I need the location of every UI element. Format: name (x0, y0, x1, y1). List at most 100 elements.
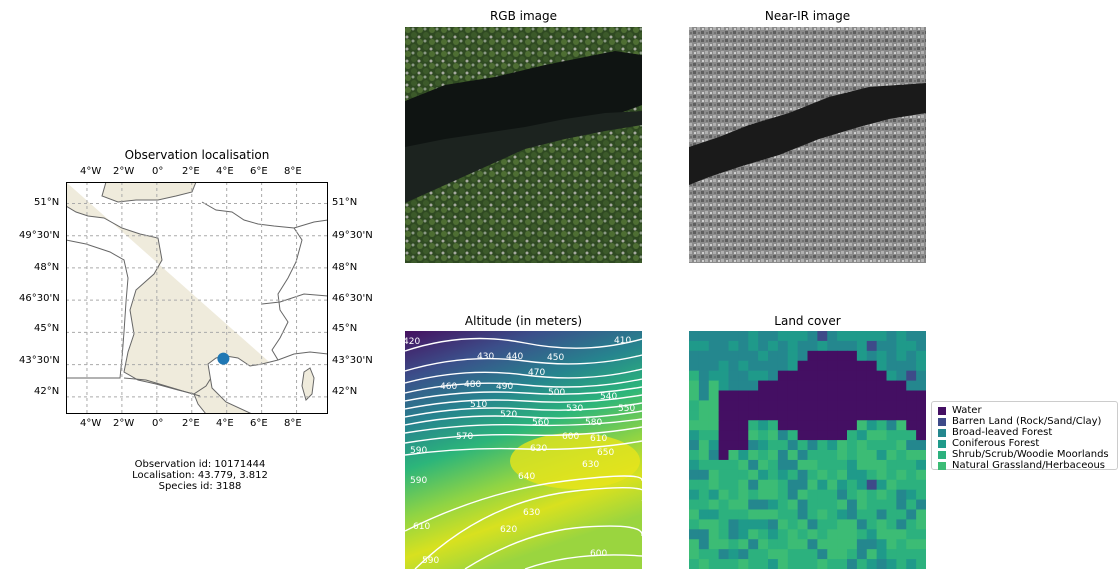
legend-swatch (938, 428, 946, 437)
landcover-cell (847, 410, 858, 421)
landcover-cell (856, 360, 868, 372)
landcover-cell (777, 400, 789, 411)
landcover-cell (856, 430, 868, 441)
landcover-cell (817, 340, 828, 352)
border-line (261, 293, 328, 305)
landcover-cell (827, 331, 838, 342)
landcover-cell (698, 390, 710, 401)
landcover-cell (856, 509, 868, 520)
landcover-cell (886, 529, 897, 540)
landcover-cell (738, 390, 749, 401)
landcover-cell (708, 559, 720, 569)
lat-tick-left: 42°N (34, 386, 60, 397)
contour-label: 510 (470, 400, 488, 410)
landcover-cell (708, 479, 720, 491)
landcover-cell (906, 499, 917, 510)
landcover-cell (807, 370, 818, 382)
landcover-cell (718, 350, 730, 362)
landcover-cell (807, 390, 818, 401)
landcover-cell (916, 430, 926, 441)
landcover-cell (708, 410, 720, 421)
landcover-cell (787, 450, 799, 461)
lat-tick-left: 43°30'N (19, 355, 60, 366)
landcover-cell (698, 499, 710, 510)
landcover-cell (847, 559, 858, 569)
landcover-cell (906, 509, 917, 520)
landcover-cell (817, 390, 828, 401)
lon-tick-top: 0° (152, 166, 164, 177)
landcover-cell (896, 370, 907, 382)
landcover-cell (817, 440, 828, 451)
map-title: Observation localisation (124, 148, 270, 162)
landcover-cell (777, 559, 789, 569)
landcover-cell (886, 390, 897, 401)
landcover-cell (886, 559, 897, 569)
landcover-cell (807, 489, 818, 501)
landcover-cell (768, 499, 779, 510)
landcover-legend: Water Barren Land (Rock/Sand/Clay) Broad… (931, 401, 1118, 471)
landcover-cell (817, 489, 828, 501)
landcover-cell (886, 549, 897, 560)
landcover-cell (728, 440, 739, 451)
landcover-cell (768, 479, 779, 491)
landcover-cell (718, 489, 730, 501)
landcover-cell (718, 380, 730, 391)
landcover-cell (866, 469, 878, 481)
landcover-cell (807, 499, 818, 510)
lat-tick-right: 45°N (332, 323, 358, 334)
lon-tick-bottom: 4°W (80, 418, 102, 429)
landcover-cell (698, 519, 710, 530)
landcover-cell (797, 450, 809, 461)
landcover-cell (837, 519, 848, 530)
landcover-cell (876, 509, 888, 520)
landcover-cell (758, 370, 769, 382)
landcover-cell (906, 370, 917, 382)
contour-label: 640 (518, 472, 536, 482)
landcover-cell (768, 469, 779, 481)
landcover-cell (777, 430, 789, 441)
landcover-cell (689, 450, 700, 461)
landcover-cell (856, 529, 868, 540)
observation-marker (217, 352, 230, 365)
landcover-cell (698, 509, 710, 520)
landcover-cell (866, 509, 878, 520)
landcover-cell (827, 370, 838, 382)
landcover-cell (698, 410, 710, 421)
landcover-cell (797, 459, 809, 471)
landcover-cell (837, 430, 848, 441)
landcover-cell (768, 400, 779, 411)
lat-tick-left: 46°30'N (19, 293, 60, 304)
landcover-cell (748, 430, 759, 441)
landcover-cell (916, 459, 926, 471)
landcover-cell (856, 499, 868, 510)
landcover-cell (906, 529, 917, 540)
landcover-cell (689, 489, 700, 501)
landcover-cell (768, 450, 779, 461)
landcover-cell (856, 410, 868, 421)
landcover-cell (856, 340, 868, 352)
landcover-cell (738, 331, 749, 342)
landcover-cell (758, 410, 769, 421)
landcover-cell (896, 400, 907, 411)
landcover-cell (738, 420, 749, 431)
contour-label: 450 (547, 353, 565, 363)
landcover-cell (856, 459, 868, 471)
landcover-cell (876, 400, 888, 411)
landcover-cell (856, 400, 868, 411)
landcover-cell (768, 529, 779, 540)
landcover-cell (698, 539, 710, 550)
landcover-cell (807, 350, 818, 362)
landcover-cell (787, 499, 799, 510)
landcover-cell (847, 430, 858, 441)
landcover-cell (768, 360, 779, 372)
landcover-cell (738, 350, 749, 362)
landcover-cell (837, 400, 848, 411)
landcover-cell (758, 380, 769, 391)
landcover-cell (896, 390, 907, 401)
landcover-cell (758, 529, 769, 540)
legend-swatch (938, 406, 946, 415)
lon-tick-top: 2°W (113, 166, 135, 177)
landcover-cell (787, 380, 799, 391)
landcover-cell (787, 469, 799, 481)
contour-label: 550 (618, 404, 636, 414)
